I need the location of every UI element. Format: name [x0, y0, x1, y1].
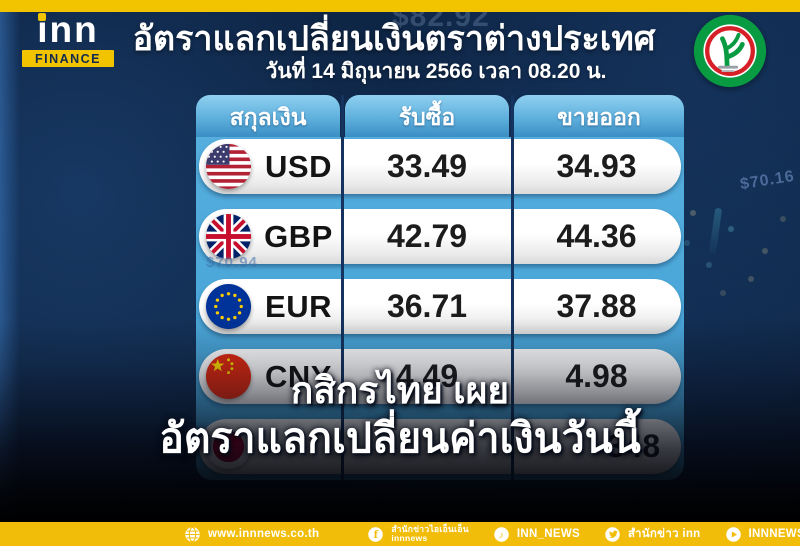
sell-rate: 44.36	[556, 218, 637, 254]
inn-finance-logo: inn FINANCE	[22, 9, 114, 67]
facebook-label: สำนักข่าวไอเอ็นเอ็น innnews	[391, 523, 469, 543]
currency-code: USD	[265, 148, 332, 184]
page-title: อัตราแลกเปลี่ยนเงินตราต่างประเทศ	[132, 20, 656, 58]
date-time-line: วันที่ 14 มิถุนายน 2566 เวลา 08.20 น.	[265, 60, 607, 83]
bottom-dark-overlay	[0, 318, 800, 522]
twitter-item: สำนักข่าว inn	[604, 525, 701, 543]
background-watermark: $70.94	[206, 254, 258, 271]
rice-sprout-icon	[720, 32, 745, 69]
tiktok-icon: ♪	[494, 526, 509, 542]
svg-text:♪: ♪	[499, 529, 504, 539]
background-chart-dots	[690, 210, 696, 216]
us-flag-icon	[205, 143, 252, 190]
facebook-item: f สำนักข่าวไอเอ็นเอ็น innnews	[367, 523, 469, 544]
background-chart-bar	[708, 207, 723, 255]
youtube-label: INNNEWS	[748, 528, 800, 540]
social-bar: www.innnews.co.th f สำนักข่าวไอเอ็นเอ็น …	[0, 522, 800, 546]
globe-icon	[185, 526, 200, 542]
table-row-gbp: GBP 42.79 44.36	[199, 209, 681, 264]
news-headline: กสิกรไทย เผย อัตราแลกเปลี่ยนค่าเงินวันนี…	[0, 369, 800, 464]
currency-code: GBP	[264, 218, 333, 254]
website-item: www.innnews.co.th	[184, 526, 319, 543]
headline-line1: กสิกรไทย เผย	[290, 370, 510, 411]
column-divider	[341, 95, 344, 480]
currency-code: EUR	[265, 288, 332, 324]
finance-badge: FINANCE	[22, 50, 114, 67]
headline-line2: อัตราแลกเปลี่ยนค่าเงินวันนี้	[159, 414, 641, 461]
inn-logo-text: inn	[37, 9, 99, 50]
facebook-icon: f	[368, 526, 384, 542]
tiktok-item: ♪ INN_NEWS	[493, 526, 580, 543]
twitter-label: สำนักข่าว inn	[627, 528, 701, 540]
youtube-icon	[725, 526, 741, 542]
logo-dot	[38, 13, 47, 21]
column-header-buy: รับซื้อ	[345, 95, 509, 137]
youtube-item: INNNEWS	[725, 526, 800, 543]
svg-text:f: f	[374, 529, 379, 541]
sell-rate: 34.93	[556, 148, 637, 184]
background-watermark: $70.16	[738, 167, 796, 194]
uk-flag-icon	[205, 213, 252, 260]
table-row-usd: USD 33.49 34.93	[199, 139, 681, 194]
tiktok-label: INN_NEWS	[516, 528, 580, 540]
top-accent-strip	[0, 0, 800, 12]
buy-rate: 33.49	[386, 148, 468, 184]
buy-rate: 42.79	[386, 218, 468, 254]
column-header-currency: สกุลเงิน	[196, 95, 340, 137]
kasikornbank-logo	[693, 14, 767, 88]
column-header-sell: ขายออก	[514, 95, 684, 137]
website-label: www.innnews.co.th	[208, 528, 320, 540]
twitter-icon	[605, 526, 620, 542]
column-divider	[511, 95, 514, 480]
